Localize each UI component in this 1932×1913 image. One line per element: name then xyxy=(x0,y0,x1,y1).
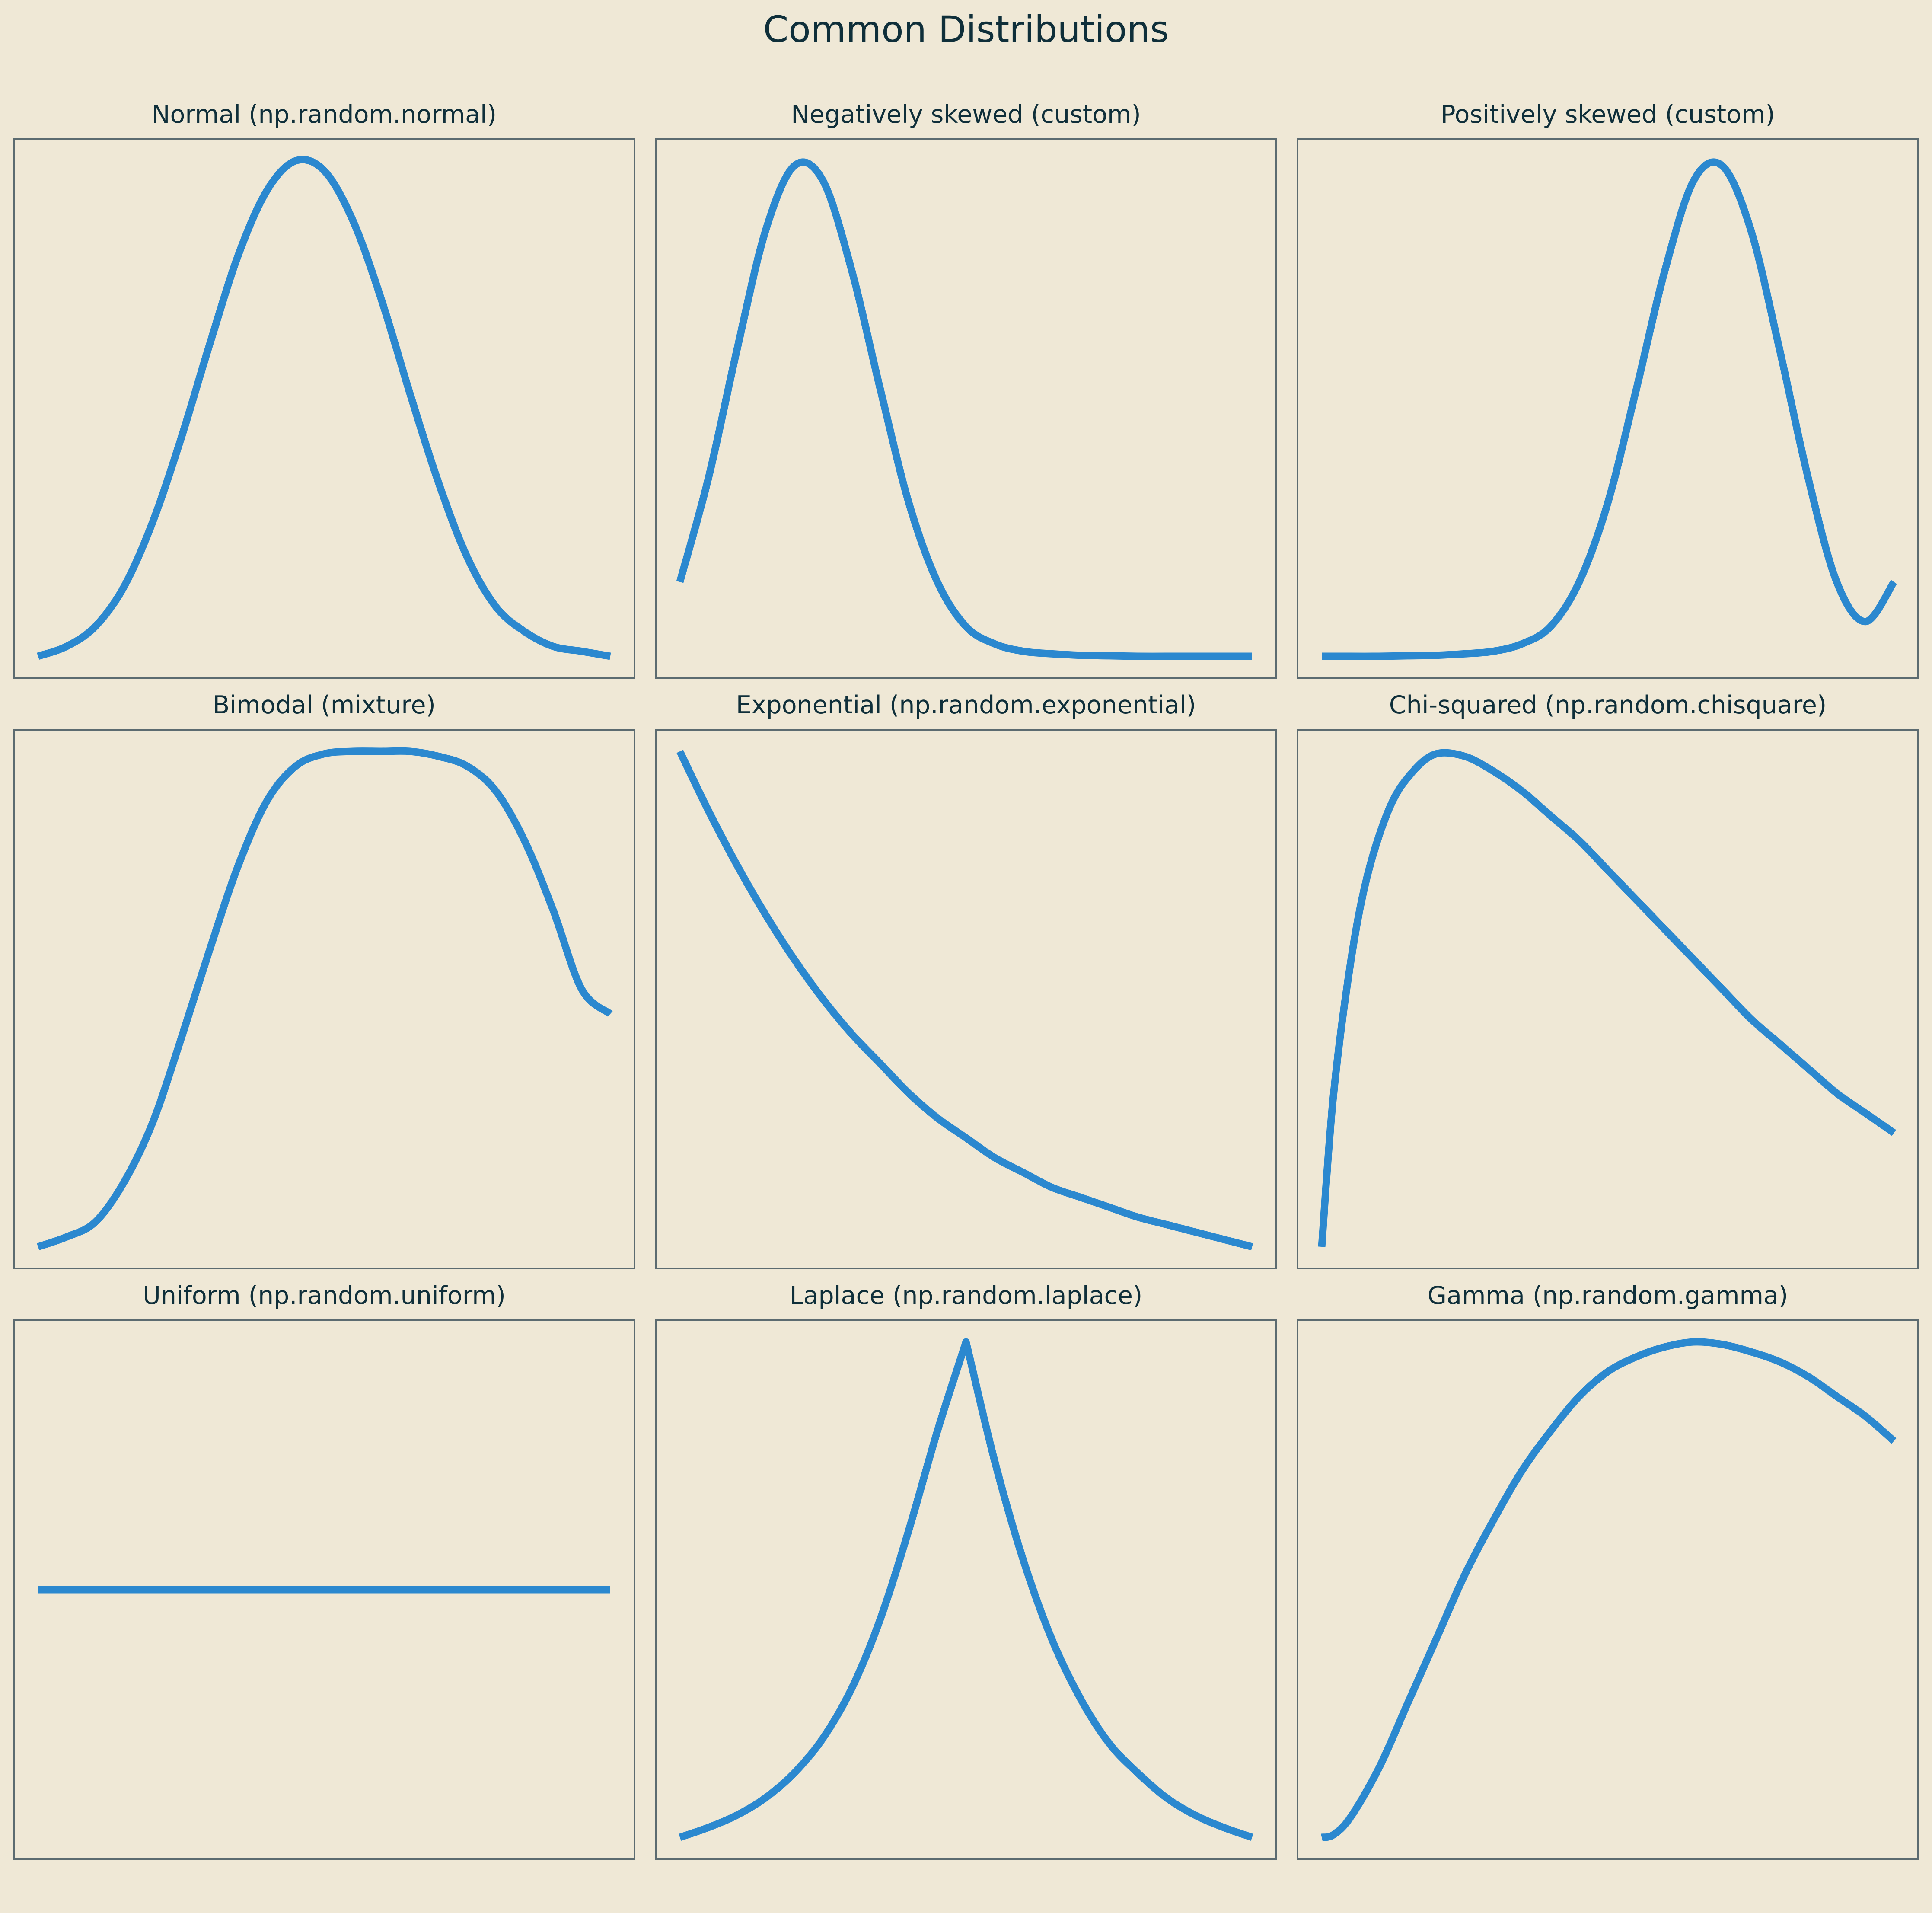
panel-title-laplace: Laplace (np.random.laplace) xyxy=(789,1281,1143,1310)
series-line-chi-squared xyxy=(1318,749,1896,1247)
plot-area-positively-skewed xyxy=(1297,138,1919,679)
series-line-bimodal xyxy=(37,747,613,1251)
panel-chi-squared: Chi-squared (np.random.chisquare) xyxy=(1297,690,1919,1269)
panel-title-negatively-skewed: Negatively skewed (custom) xyxy=(791,100,1141,129)
series-line-negatively-skewed xyxy=(676,158,1252,660)
series-line-positively-skewed xyxy=(1322,158,1897,660)
series-line-exponential xyxy=(676,750,1253,1251)
series-line-gamma xyxy=(1321,1338,1897,1841)
panel-laplace: Laplace (np.random.laplace) xyxy=(655,1281,1277,1860)
figure-title: Common Distributions xyxy=(763,8,1169,51)
panel-title-normal: Normal (np.random.normal) xyxy=(151,100,497,129)
axes-frame xyxy=(655,138,1277,679)
panel-exponential: Exponential (np.random.exponential) xyxy=(655,690,1277,1269)
panel-title-gamma: Gamma (np.random.gamma) xyxy=(1427,1281,1789,1310)
panel-negatively-skewed: Negatively skewed (custom) xyxy=(655,99,1277,679)
panel-title-chi-squared: Chi-squared (np.random.chisquare) xyxy=(1389,691,1827,719)
plot-area-chi-squared xyxy=(1297,729,1919,1269)
plot-area-laplace xyxy=(655,1319,1277,1860)
panel-title-uniform: Uniform (np.random.uniform) xyxy=(143,1281,506,1310)
axes-frame xyxy=(1297,1319,1919,1860)
plot-area-gamma xyxy=(1297,1319,1919,1860)
panel-bimodal: Bimodal (mixture) xyxy=(13,690,635,1269)
panel-normal: Normal (np.random.normal) xyxy=(13,99,635,679)
panel-title-bimodal: Bimodal (mixture) xyxy=(213,691,436,719)
axes-frame xyxy=(655,729,1277,1269)
plot-area-exponential xyxy=(655,729,1277,1269)
series-line-laplace xyxy=(679,1338,1253,1841)
panel-uniform: Uniform (np.random.uniform) xyxy=(13,1281,635,1860)
panel-title-exponential: Exponential (np.random.exponential) xyxy=(736,691,1196,719)
panel-title-positively-skewed: Positively skewed (custom) xyxy=(1441,100,1775,129)
axes-frame xyxy=(1297,729,1919,1269)
plot-area-uniform xyxy=(13,1319,635,1860)
axes-frame xyxy=(655,1319,1277,1860)
series-line-normal xyxy=(37,156,611,660)
axes-frame xyxy=(1297,138,1919,679)
axes-frame xyxy=(13,729,635,1269)
panel-gamma: Gamma (np.random.gamma) xyxy=(1297,1281,1919,1860)
axes-frame xyxy=(13,138,635,679)
panel-positively-skewed: Positively skewed (custom) xyxy=(1297,99,1919,679)
plot-area-normal xyxy=(13,138,635,679)
plot-area-bimodal xyxy=(13,729,635,1269)
axes-frame xyxy=(13,1319,635,1860)
plot-area-negatively-skewed xyxy=(655,138,1277,679)
